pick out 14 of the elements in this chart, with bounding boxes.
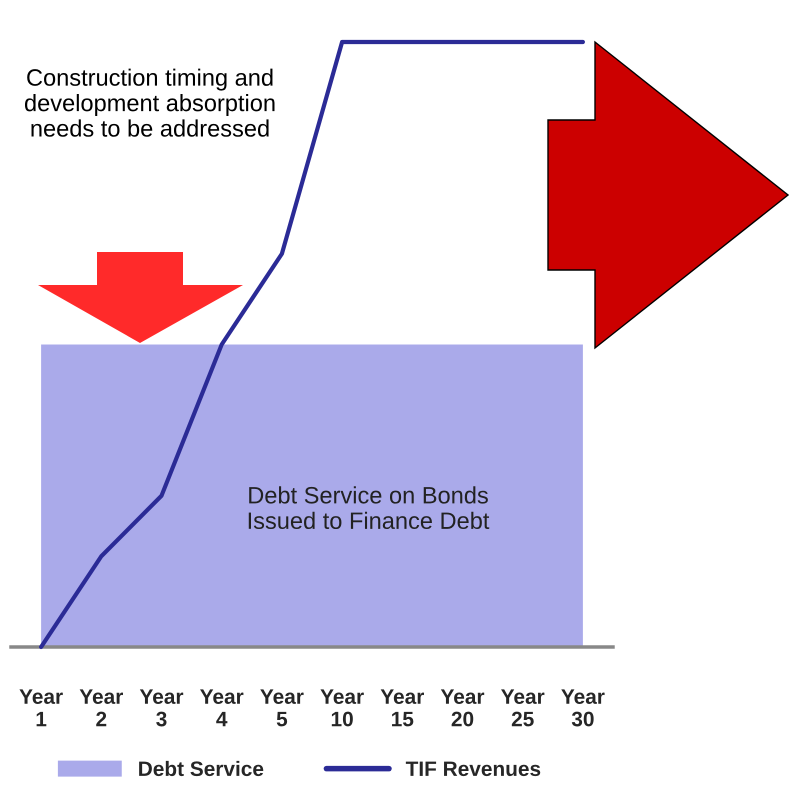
x-tick-label: Year 2	[80, 689, 123, 726]
x-tick-label: Year 20	[440, 689, 484, 726]
x-tick-label: Year 5	[260, 689, 304, 726]
annotation: Construction timing and development absorption needs to be addressed	[24, 68, 274, 137]
x-tick-label: Year 4	[200, 689, 244, 726]
x-tick-label: Year 10	[320, 689, 364, 726]
legend-label: TIF Revenues	[406, 762, 540, 776]
x-tick-label: Year 30	[561, 689, 605, 726]
annotation: Debt Service on Bonds Issued to Finance Debt	[248, 486, 490, 530]
x-tick-label: Year 3	[140, 689, 184, 726]
legend-label: Debt Service	[139, 760, 264, 776]
x-tick-label: Year 15	[380, 689, 424, 726]
x-tick-label: Year 1	[19, 689, 63, 726]
x-tick-label: Year 25	[501, 689, 544, 726]
